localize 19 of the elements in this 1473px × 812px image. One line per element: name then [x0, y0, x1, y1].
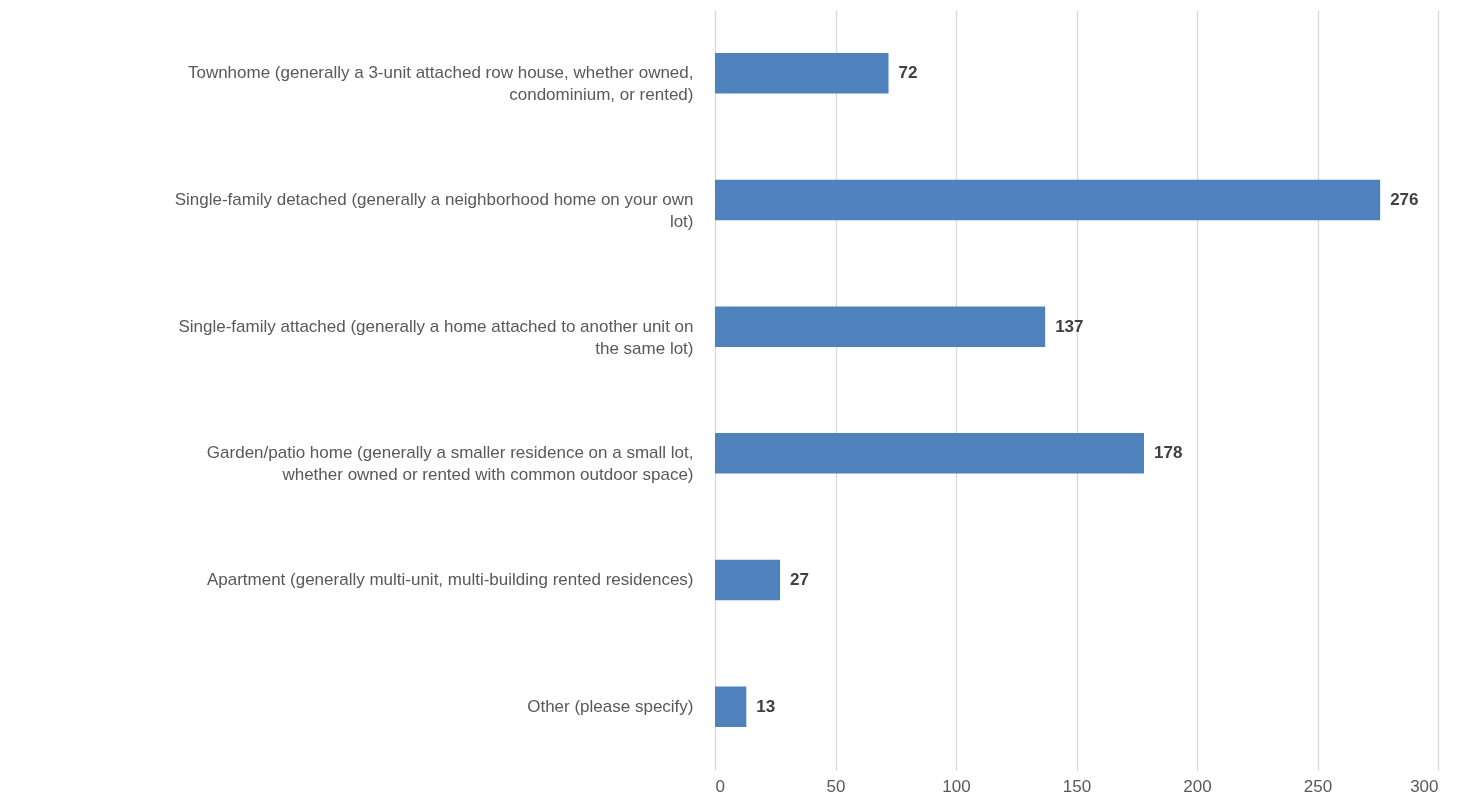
x-tick-label: 150 — [1062, 776, 1092, 796]
data-label: 72 — [898, 63, 918, 83]
data-label: 27 — [790, 570, 809, 589]
y-tick-label: Townhome (generally a 3-unit attached row house, whether owned, condominium, or rented) — [187, 63, 694, 105]
x-tick-label: 50 — [826, 776, 846, 796]
y-tick-label: Single-family detached (generally a neighborhood home on your own lot) — [174, 190, 694, 231]
x-tick-label: 100 — [942, 776, 971, 796]
data-label: 13 — [756, 696, 776, 716]
x-tick-label: 300 — [1410, 776, 1439, 796]
y-tick-label: Apartment (generally multi-unit, multi-building rented residences) — [206, 570, 694, 589]
y-tick-label: Single-family attached (generally a home attached to another unit on the same lot) — [178, 316, 694, 358]
x-tick-label: 250 — [1303, 776, 1333, 796]
data-label: 276 — [1390, 190, 1419, 209]
data-label: 137 — [1055, 316, 1084, 336]
y-tick-label: Garden/patio home (generally a smaller residence on a small lot, whether owned or rented with common outdoor space) — [206, 443, 694, 485]
data-label: 178 — [1153, 443, 1183, 463]
y-tick-label: Other (please specify) — [527, 696, 694, 716]
x-tick-label: 0 — [715, 776, 725, 796]
x-tick-label: 200 — [1183, 776, 1212, 796]
